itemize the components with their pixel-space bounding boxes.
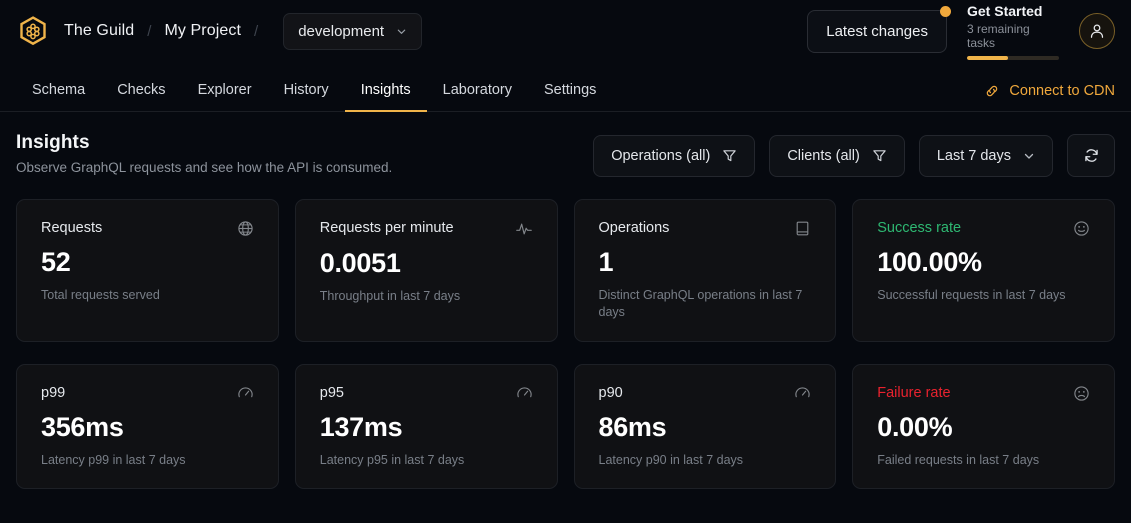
environment-selector[interactable]: development: [283, 12, 423, 50]
stat-card-value: 86ms: [598, 412, 667, 442]
gauge-icon: [794, 385, 811, 402]
tab-insights[interactable]: Insights: [344, 82, 427, 112]
smiley-face-icon: [1073, 220, 1090, 237]
stat-card-header: p99: [41, 385, 254, 402]
stat-card-value: 0.00%: [877, 412, 953, 442]
globe-icon: [237, 220, 254, 237]
stat-card-value: 52: [41, 247, 71, 277]
connect-to-cdn-link[interactable]: Connect to CDN: [984, 83, 1115, 111]
tab-history[interactable]: History: [283, 82, 329, 98]
stat-card-header: Failure rate: [877, 385, 1090, 402]
stat-card-description: Failed requests in last 7 days: [877, 452, 1040, 467]
tab-checks[interactable]: Checks: [117, 82, 166, 98]
page-heading-group: Insights Observe GraphQL requests and se…: [16, 132, 392, 175]
stat-card-header: p95: [320, 385, 533, 402]
clients-filter-button[interactable]: Clients (all): [769, 134, 905, 177]
breadcrumb-separator-2: /: [254, 22, 259, 40]
stat-card-header: p90: [599, 385, 812, 402]
activity-pulse-icon: [515, 220, 533, 238]
stat-card-value: 1: [598, 247, 614, 277]
stat-card-success-rate: Success rate 100.00% Successful requests i…: [852, 199, 1115, 342]
get-started-progress-fill: [967, 55, 1009, 60]
refresh-icon: [1083, 147, 1100, 164]
stat-card-description: Latency p95 in last 7 days: [319, 452, 465, 467]
stat-card-requests: Requests 52 Total requests served: [16, 199, 279, 342]
stat-card-header: Operations: [599, 220, 812, 237]
stat-card-label: p95: [319, 385, 344, 401]
get-started-title: Get Started: [967, 2, 1043, 19]
tab-settings[interactable]: Settings: [544, 82, 597, 98]
stat-card-label: p99: [41, 385, 66, 401]
tab-schema[interactable]: Schema: [32, 82, 86, 98]
stat-card-description: Latency p99 in last 7 days: [41, 452, 186, 467]
stat-card-header: Requests: [41, 220, 254, 237]
stat-card-description: Successful requests in last 7 days: [877, 287, 1066, 302]
get-started-widget[interactable]: Get Started 3 remaining tasks: [967, 3, 1059, 60]
breadcrumb: The Guild / My Project / development: [64, 12, 423, 50]
get-started-remaining-tasks: 3 remaining tasks: [967, 21, 1030, 50]
insights-page: Insights Observe GraphQL requests and se…: [0, 112, 1131, 489]
stat-card-description: Throughput in last 7 days: [319, 288, 461, 303]
stat-card-description: Total requests served: [41, 287, 160, 302]
stat-card-failure-rate: Failure rate 0.00% Failed requests in last…: [852, 364, 1115, 489]
stat-card-operations: Operations 1 Distinct GraphQL operations i…: [573, 199, 837, 342]
filter-funnel-icon: [872, 148, 887, 163]
stat-card-description: Distinct GraphQL operations in last 7 da…: [598, 287, 803, 319]
clients-filter-label: Clients (all): [787, 147, 860, 164]
filter-controls: Operations (all) Clients (all) Last 7 da…: [593, 132, 1115, 177]
latest-changes-label: Latest changes: [826, 22, 928, 40]
header-right-group: Latest changes Get Started 3 remaining t…: [807, 3, 1115, 60]
latest-changes-button[interactable]: Latest changes: [807, 5, 951, 53]
tab-laboratory[interactable]: Laboratory: [442, 82, 512, 98]
stat-card-p99: p99 356ms Latency p99 in last 7 days: [16, 364, 279, 489]
breadcrumb-separator: /: [147, 22, 152, 40]
frown-face-icon: [1073, 385, 1090, 402]
environment-value: development: [298, 22, 385, 40]
connect-to-cdn-label: Connect to CDN: [1009, 83, 1115, 99]
stat-card-value: 356ms: [41, 412, 124, 442]
page-header: Insights Observe GraphQL requests and se…: [16, 132, 1115, 177]
stat-card-requests-per-minute: Requests per minute 0.0051 Throughput in l…: [294, 199, 558, 342]
stat-card-value: 100.00%: [877, 247, 982, 277]
refresh-button[interactable]: [1067, 134, 1115, 177]
chevron-down-icon: [1023, 150, 1035, 162]
user-avatar-icon[interactable]: [1079, 13, 1115, 49]
stat-card-header: Requests per minute: [320, 220, 533, 238]
stat-card-label: Success rate: [877, 220, 962, 236]
notification-dot: [940, 5, 951, 17]
stat-card-header: Success rate: [877, 220, 1090, 237]
hive-hexagon-logo[interactable]: [16, 14, 50, 48]
date-range-selector[interactable]: Last 7 days: [918, 134, 1053, 177]
stat-card-p95: p95 137ms Latency p95 in last 7 days: [294, 364, 558, 489]
breadcrumb-org[interactable]: The Guild: [64, 22, 135, 39]
tab-explorer[interactable]: Explorer: [197, 82, 252, 98]
top-header-bar: The Guild / My Project / development Lat…: [0, 0, 1131, 62]
page-title: Insights: [16, 132, 90, 153]
filter-funnel-icon: [722, 148, 737, 163]
main-navigation-tabs: Schema Checks Explorer History Insights Labor…: [0, 62, 1131, 112]
stat-card-label: Requests: [41, 220, 103, 236]
page-subtitle: Observe GraphQL requests and see how the…: [16, 160, 393, 175]
stat-card-value: 0.0051: [319, 248, 401, 278]
book-icon: [794, 220, 811, 237]
link-chain-icon: [984, 83, 1000, 99]
stat-card-label: p90: [598, 385, 623, 401]
stat-card-label: Failure rate: [877, 385, 951, 401]
stat-card-description: Latency p90 in last 7 days: [598, 452, 744, 467]
stat-card-label: Operations: [598, 220, 670, 236]
tabs-list: Schema Checks Explorer History Insights Labor…: [16, 82, 612, 112]
gauge-icon: [237, 385, 254, 402]
get-started-progress-bar: [967, 55, 1059, 60]
stat-card-label: Requests per minute: [319, 220, 454, 236]
stat-cards-row-1: Requests 52 Total requests served Requests …: [16, 199, 1115, 342]
gauge-icon: [516, 385, 533, 402]
stat-card-value: 137ms: [319, 412, 403, 442]
date-range-label: Last 7 days: [936, 147, 1011, 164]
stat-card-p90: p90 86ms Latency p90 in last 7 days: [573, 364, 837, 489]
chevron-down-icon: [396, 26, 407, 37]
operations-filter-button[interactable]: Operations (all): [593, 134, 756, 177]
stat-cards-row-2: p99 356ms Latency p99 in last 7 days p95 137…: [16, 364, 1115, 489]
operations-filter-label: Operations (all): [611, 147, 711, 164]
breadcrumb-project[interactable]: My Project: [164, 22, 242, 39]
